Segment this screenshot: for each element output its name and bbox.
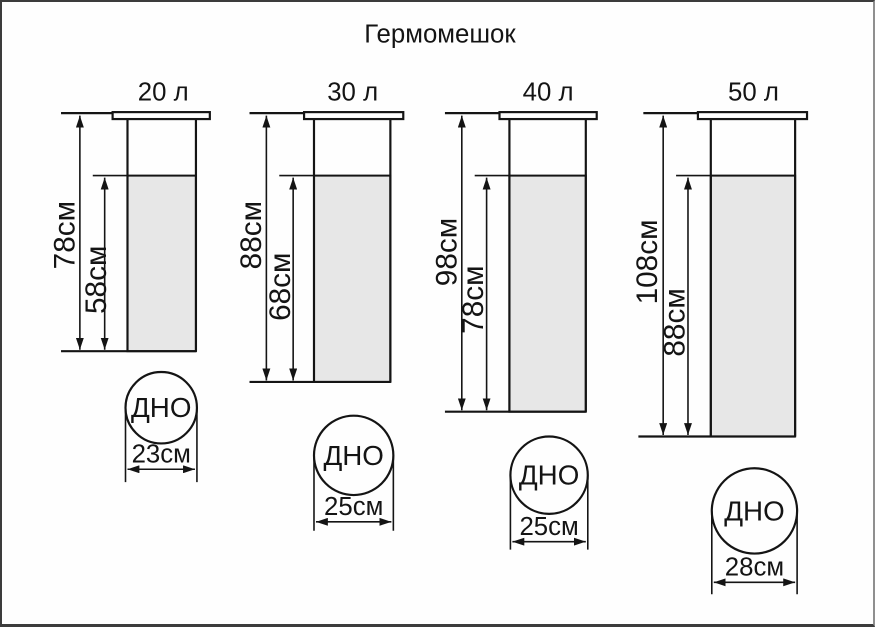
bag-50l-group: 50 л 108см 88см ДНО 28см — [631, 78, 809, 595]
bag-volume-label: 20 л — [138, 78, 189, 106]
inner-height-label: 68см — [264, 253, 297, 321]
total-height-label: 108см — [631, 219, 664, 304]
bag-fill — [508, 174, 587, 413]
total-height-label: 78см — [48, 201, 81, 269]
bottom-tangent-lines — [313, 455, 395, 531]
bottom-diameter-label: 25см — [324, 493, 383, 521]
bag-fill — [126, 174, 197, 353]
bag-body-outline — [126, 119, 198, 352]
bottom-circle-label: ДНО — [323, 440, 383, 471]
bag-20l-group: 20 л 78см 58см ДНО 23см — [48, 78, 211, 483]
total-height-label: 98см — [430, 218, 463, 286]
bottom-circle-label: ДНО — [724, 495, 784, 526]
bottom-tangent-lines — [509, 475, 589, 550]
bag-cap — [696, 111, 809, 121]
bag-volume-label: 50 л — [728, 78, 779, 106]
bottom-diameter-label: 28см — [725, 553, 784, 581]
bottom-diameter-label: 23см — [132, 440, 191, 468]
bag-fill — [709, 174, 797, 438]
diagram-title: Гермомешок — [364, 21, 516, 49]
bag-body-outline — [709, 119, 797, 437]
inner-height-label: 88см — [659, 288, 692, 356]
inner-height-label: 78см — [457, 265, 490, 333]
bottom-tangent-lines — [711, 510, 798, 595]
bottom-circle-label: ДНО — [519, 460, 579, 491]
bag-cap — [302, 111, 405, 121]
bottom-diameter-label: 25см — [519, 513, 578, 541]
bag-cap — [498, 111, 598, 121]
bag-40l-group: 40 л 98см 78см ДНО 25см — [430, 78, 598, 550]
bag-volume-label: 40 л — [523, 78, 574, 106]
total-height-label: 88см — [235, 201, 268, 269]
bottom-circle-label: ДНО — [131, 392, 191, 423]
bag-volume-label: 30 л — [327, 78, 378, 106]
bag-fill — [313, 174, 392, 383]
bottom-tangent-lines — [124, 407, 198, 483]
bag-30l-group: 30 л 88см 68см ДНО 25см — [235, 78, 405, 531]
bag-cap — [111, 111, 211, 121]
bag-body-outline — [508, 119, 587, 412]
inner-height-label: 58см — [80, 246, 113, 314]
bag-body-outline — [312, 119, 392, 382]
